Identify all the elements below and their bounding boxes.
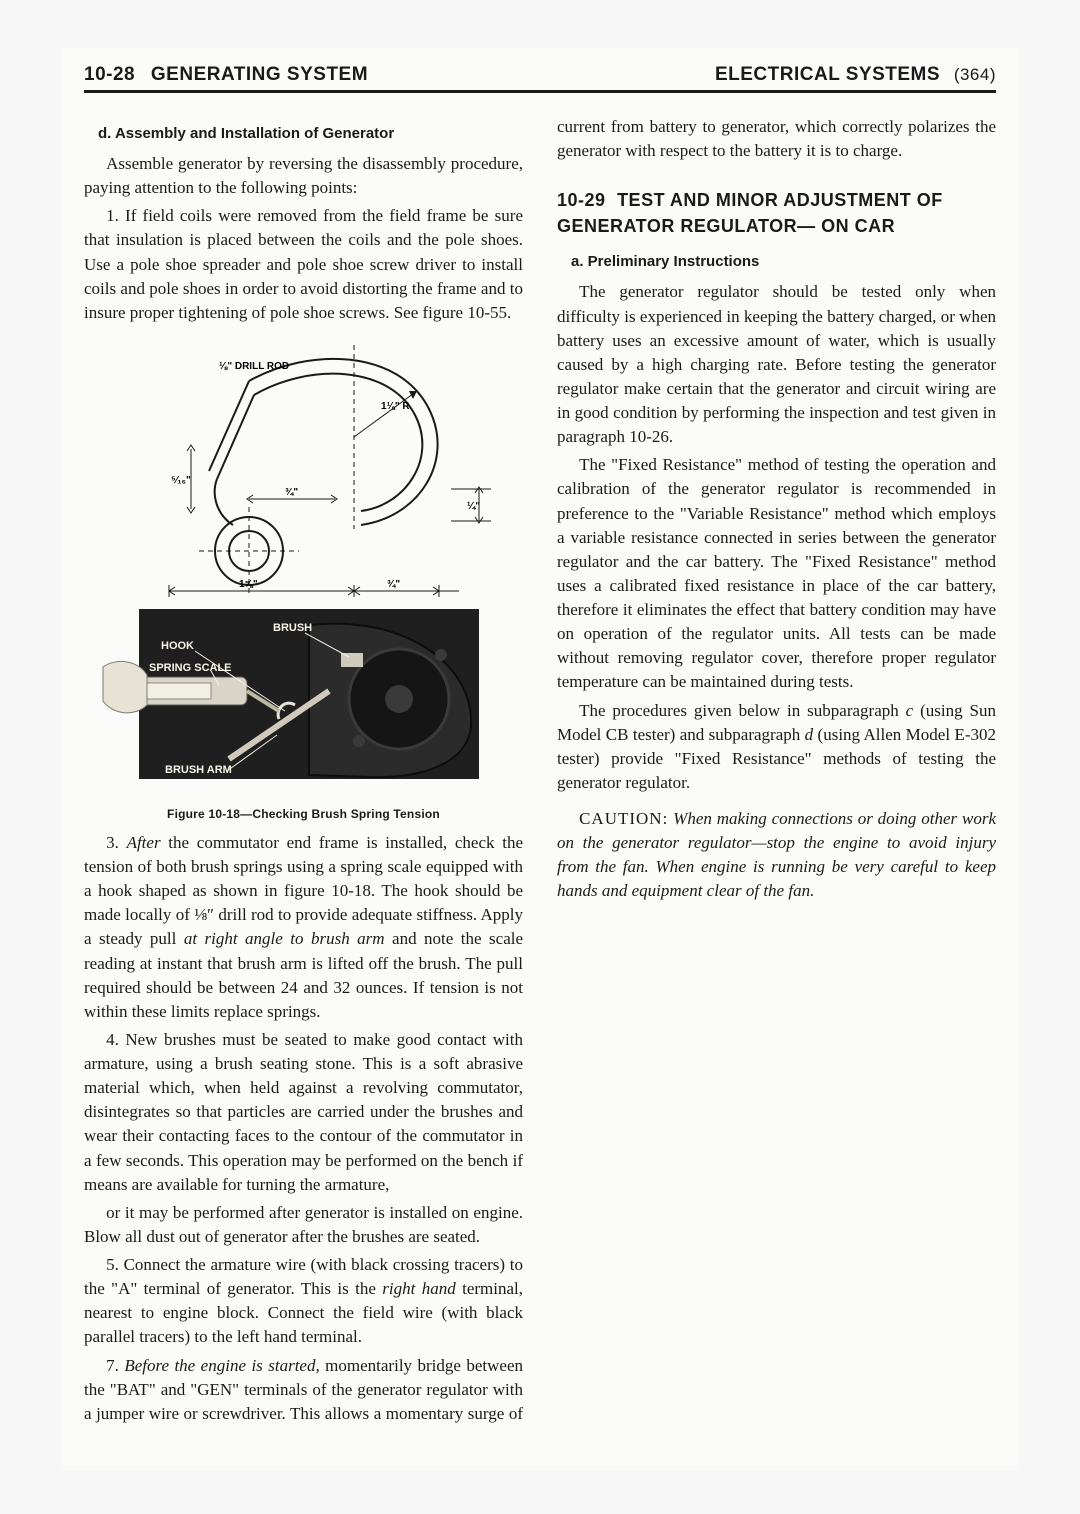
caution-label: CAUTION:	[579, 809, 668, 828]
p7-a: 7.	[106, 1356, 124, 1375]
lbl-1-5-8: 1⅝"	[239, 579, 258, 590]
para-3: 3. After the commutator end frame is ins…	[84, 831, 523, 1024]
caution: CAUTION: When making connections or doin…	[557, 807, 996, 904]
lbl-1-4: ¼"	[467, 501, 480, 512]
lbl-radius: 1⅛" R	[381, 401, 410, 412]
lbl-brush-arm: BRUSH ARM	[165, 764, 232, 776]
section-title-right: ELECTRICAL SYSTEMS	[715, 64, 940, 85]
section-10-29: 10-29 TEST AND MINOR ADJUSTMENT OF GENER…	[557, 187, 996, 239]
para-intro: Assemble generator by reversing the disa…	[84, 152, 523, 200]
section-title: TEST AND MINOR ADJUSTMENT OF GENERATOR R…	[557, 190, 943, 236]
page-code: 10-28	[84, 64, 135, 85]
para-4: 4. New brushes must be seated to make go…	[84, 1028, 523, 1197]
pc-em2: d	[805, 725, 814, 744]
figure-svg: ⅛" DRILL ROD 1⅛" R ⁵⁄₁₆" ¾" ¼" 1⅝" ¾"	[99, 339, 509, 799]
body-columns: d. Assembly and Installation of Generato…	[84, 115, 996, 1455]
header-left: 10-28 GENERATING SYSTEM	[84, 64, 368, 86]
lbl-brush: BRUSH	[273, 622, 312, 634]
subhead-a: a. Preliminary Instructions	[571, 253, 996, 270]
figure-10-18: ⅛" DRILL ROD 1⅛" R ⁵⁄₁₆" ¾" ¼" 1⅝" ¾"	[84, 339, 523, 821]
para-4-cont: or it may be performed after generator i…	[84, 1201, 523, 1249]
subhead-d: d. Assembly and Installation of Generato…	[98, 125, 523, 142]
para-5: 5. Connect the armature wire (with black…	[84, 1253, 523, 1350]
para-1: 1. If field coils were removed from the …	[84, 204, 523, 325]
para-a1: The generator regulator should be tested…	[557, 280, 996, 449]
lbl-3-4: ¾"	[285, 487, 298, 498]
para-a2: The "Fixed Resistance" method of testing…	[557, 453, 996, 694]
lbl-spring-scale: SPRING SCALE	[149, 662, 232, 674]
lbl-5-16: ⁵⁄₁₆"	[171, 475, 191, 486]
section-num: 10-29	[557, 187, 606, 213]
p3-em2: at right angle to brush arm	[184, 929, 385, 948]
pc-a: The procedures given below in subparagra…	[579, 701, 906, 720]
lbl-drill-rod: ⅛" DRILL ROD	[219, 361, 289, 372]
page-header: 10-28 GENERATING SYSTEM ELECTRICAL SYSTE…	[84, 64, 996, 93]
p3-em1: After	[127, 833, 161, 852]
p5-em: right hand	[382, 1279, 455, 1298]
para-a3: The procedures given below in subparagra…	[557, 699, 996, 796]
page: 10-28 GENERATING SYSTEM ELECTRICAL SYSTE…	[62, 48, 1018, 1466]
lbl-hook: HOOK	[161, 640, 194, 652]
p3-prefix: 3.	[106, 833, 126, 852]
page-number: (364)	[954, 65, 996, 84]
section-title-left: GENERATING SYSTEM	[151, 64, 368, 85]
figure-caption: Figure 10-18—Checking Brush Spring Tensi…	[84, 807, 523, 821]
lbl-3-4b: ¾"	[387, 579, 400, 590]
p7-em: Before the engine is started,	[124, 1356, 319, 1375]
header-right: ELECTRICAL SYSTEMS (364)	[715, 64, 996, 86]
